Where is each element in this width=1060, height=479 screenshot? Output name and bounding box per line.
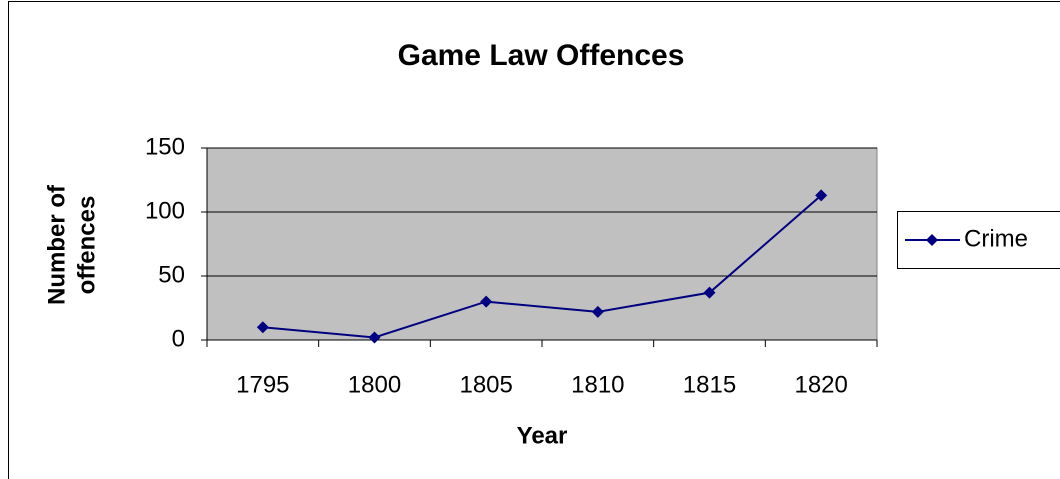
x-tick-label: 1810 <box>571 371 624 398</box>
y-tick-label: 150 <box>145 133 185 160</box>
data-point <box>368 331 381 344</box>
x-tick-label: 1795 <box>236 371 289 398</box>
y-axis-label: Number of offences <box>43 184 100 305</box>
y-tick-label: 100 <box>145 197 185 224</box>
x-tick-label: 1820 <box>794 371 847 398</box>
data-point <box>703 286 716 299</box>
y-tick-label: 50 <box>158 261 185 288</box>
data-line <box>262 194 822 339</box>
plot-area <box>206 147 878 341</box>
x-axis-label: Year <box>517 422 568 449</box>
data-point <box>591 305 604 318</box>
x-tick-label: 1805 <box>459 371 512 398</box>
legend-marker <box>926 234 938 246</box>
y-tick-label: 0 <box>172 325 185 352</box>
y-axis-label-line: offences <box>73 196 100 295</box>
legend-label: Crime <box>964 225 1028 252</box>
chart-title: Game Law Offences <box>398 39 685 72</box>
data-point <box>480 295 493 308</box>
y-axis-label-line: Number of <box>43 184 70 305</box>
x-tick-label: 1800 <box>348 371 401 398</box>
data-point <box>256 321 269 334</box>
data-point <box>815 189 828 202</box>
x-tick-label: 1815 <box>683 371 736 398</box>
